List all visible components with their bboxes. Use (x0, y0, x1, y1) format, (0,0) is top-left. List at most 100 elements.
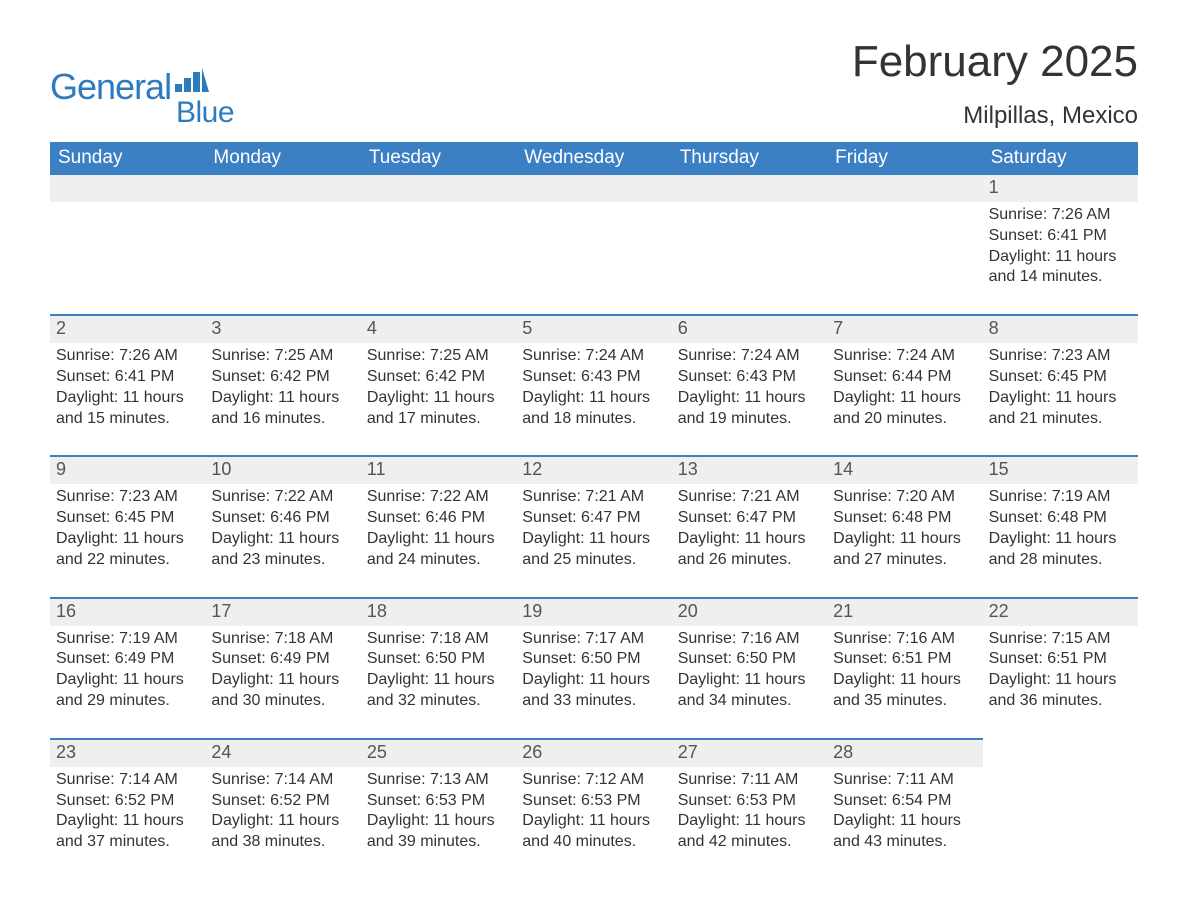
day-details: Sunrise: 7:14 AMSunset: 6:52 PMDaylight:… (205, 767, 360, 853)
week-row: 16Sunrise: 7:19 AMSunset: 6:49 PMDayligh… (50, 597, 1138, 738)
sunrise-text: Sunrise: 7:18 AM (211, 629, 354, 650)
day-cell: 21Sunrise: 7:16 AMSunset: 6:51 PMDayligh… (827, 597, 982, 738)
title-block: February 2025 Milpillas, Mexico (852, 40, 1138, 130)
sunrise-text: Sunrise: 7:16 AM (833, 629, 976, 650)
day-details: Sunrise: 7:13 AMSunset: 6:53 PMDaylight:… (361, 767, 516, 853)
day-details: Sunrise: 7:19 AMSunset: 6:48 PMDaylight:… (983, 484, 1138, 570)
sunset-text: Sunset: 6:42 PM (211, 367, 354, 388)
dow-tuesday: Tuesday (361, 142, 516, 175)
sunrise-text: Sunrise: 7:25 AM (367, 346, 510, 367)
sunrise-text: Sunrise: 7:19 AM (989, 487, 1132, 508)
header-row: General Blue February 2025 Milpillas, Me… (50, 40, 1138, 130)
day-cell: 28Sunrise: 7:11 AMSunset: 6:54 PMDayligh… (827, 738, 982, 879)
daylight-text: Daylight: 11 hours and 21 minutes. (989, 388, 1132, 430)
day-of-week-header: Sunday Monday Tuesday Wednesday Thursday… (50, 142, 1138, 175)
daylight-text: Daylight: 11 hours and 20 minutes. (833, 388, 976, 430)
day-details: Sunrise: 7:23 AMSunset: 6:45 PMDaylight:… (50, 484, 205, 570)
daylight-text: Daylight: 11 hours and 42 minutes. (678, 811, 821, 853)
daylight-text: Daylight: 11 hours and 16 minutes. (211, 388, 354, 430)
day-details: Sunrise: 7:24 AMSunset: 6:44 PMDaylight:… (827, 343, 982, 429)
daylight-text: Daylight: 11 hours and 32 minutes. (367, 670, 510, 712)
day-cell: 23Sunrise: 7:14 AMSunset: 6:52 PMDayligh… (50, 738, 205, 879)
daylight-text: Daylight: 11 hours and 26 minutes. (678, 529, 821, 571)
day-details: Sunrise: 7:14 AMSunset: 6:52 PMDaylight:… (50, 767, 205, 853)
day-details: Sunrise: 7:22 AMSunset: 6:46 PMDaylight:… (205, 484, 360, 570)
day-cell (361, 175, 516, 314)
day-number (205, 175, 360, 202)
sunset-text: Sunset: 6:50 PM (367, 649, 510, 670)
logo-word-blue: Blue (176, 96, 234, 130)
day-number: 24 (205, 738, 360, 767)
week-row: 1Sunrise: 7:26 AMSunset: 6:41 PMDaylight… (50, 175, 1138, 314)
dow-saturday: Saturday (983, 142, 1138, 175)
daylight-text: Daylight: 11 hours and 43 minutes. (833, 811, 976, 853)
day-number: 9 (50, 455, 205, 484)
day-number: 10 (205, 455, 360, 484)
sunset-text: Sunset: 6:44 PM (833, 367, 976, 388)
week-row: 23Sunrise: 7:14 AMSunset: 6:52 PMDayligh… (50, 738, 1138, 879)
day-number: 7 (827, 314, 982, 343)
day-number: 21 (827, 597, 982, 626)
logo-block: General Blue (50, 66, 234, 130)
day-cell (827, 175, 982, 314)
day-cell: 6Sunrise: 7:24 AMSunset: 6:43 PMDaylight… (672, 314, 827, 455)
sunset-text: Sunset: 6:47 PM (678, 508, 821, 529)
day-number: 2 (50, 314, 205, 343)
sunrise-text: Sunrise: 7:17 AM (522, 629, 665, 650)
sunset-text: Sunset: 6:53 PM (367, 791, 510, 812)
daylight-text: Daylight: 11 hours and 36 minutes. (989, 670, 1132, 712)
day-details: Sunrise: 7:25 AMSunset: 6:42 PMDaylight:… (361, 343, 516, 429)
day-details: Sunrise: 7:20 AMSunset: 6:48 PMDaylight:… (827, 484, 982, 570)
day-number: 22 (983, 597, 1138, 626)
day-details: Sunrise: 7:21 AMSunset: 6:47 PMDaylight:… (672, 484, 827, 570)
sunrise-text: Sunrise: 7:14 AM (56, 770, 199, 791)
sunset-text: Sunset: 6:48 PM (833, 508, 976, 529)
sunset-text: Sunset: 6:43 PM (522, 367, 665, 388)
day-details: Sunrise: 7:21 AMSunset: 6:47 PMDaylight:… (516, 484, 671, 570)
day-number: 18 (361, 597, 516, 626)
day-cell (516, 175, 671, 314)
day-details: Sunrise: 7:17 AMSunset: 6:50 PMDaylight:… (516, 626, 671, 712)
day-number (361, 175, 516, 202)
day-number: 11 (361, 455, 516, 484)
sunrise-text: Sunrise: 7:25 AM (211, 346, 354, 367)
calendar: Sunday Monday Tuesday Wednesday Thursday… (50, 142, 1138, 879)
day-details: Sunrise: 7:26 AMSunset: 6:41 PMDaylight:… (983, 202, 1138, 288)
sunset-text: Sunset: 6:50 PM (678, 649, 821, 670)
sunset-text: Sunset: 6:46 PM (367, 508, 510, 529)
sunset-text: Sunset: 6:53 PM (678, 791, 821, 812)
dow-monday: Monday (205, 142, 360, 175)
day-cell: 17Sunrise: 7:18 AMSunset: 6:49 PMDayligh… (205, 597, 360, 738)
sunrise-text: Sunrise: 7:18 AM (367, 629, 510, 650)
day-cell: 8Sunrise: 7:23 AMSunset: 6:45 PMDaylight… (983, 314, 1138, 455)
day-cell: 11Sunrise: 7:22 AMSunset: 6:46 PMDayligh… (361, 455, 516, 596)
sunset-text: Sunset: 6:45 PM (989, 367, 1132, 388)
day-number: 28 (827, 738, 982, 767)
week-row: 9Sunrise: 7:23 AMSunset: 6:45 PMDaylight… (50, 455, 1138, 596)
day-number: 23 (50, 738, 205, 767)
sunrise-text: Sunrise: 7:13 AM (367, 770, 510, 791)
daylight-text: Daylight: 11 hours and 39 minutes. (367, 811, 510, 853)
daylight-text: Daylight: 11 hours and 15 minutes. (56, 388, 199, 430)
day-cell: 14Sunrise: 7:20 AMSunset: 6:48 PMDayligh… (827, 455, 982, 596)
sunset-text: Sunset: 6:51 PM (989, 649, 1132, 670)
sunrise-text: Sunrise: 7:24 AM (522, 346, 665, 367)
day-number: 1 (983, 175, 1138, 202)
day-details: Sunrise: 7:23 AMSunset: 6:45 PMDaylight:… (983, 343, 1138, 429)
daylight-text: Daylight: 11 hours and 29 minutes. (56, 670, 199, 712)
day-cell: 25Sunrise: 7:13 AMSunset: 6:53 PMDayligh… (361, 738, 516, 879)
day-cell: 10Sunrise: 7:22 AMSunset: 6:46 PMDayligh… (205, 455, 360, 596)
day-cell: 7Sunrise: 7:24 AMSunset: 6:44 PMDaylight… (827, 314, 982, 455)
day-number: 19 (516, 597, 671, 626)
sunset-text: Sunset: 6:49 PM (56, 649, 199, 670)
logo-word-general: General (50, 66, 171, 108)
sunset-text: Sunset: 6:52 PM (56, 791, 199, 812)
sunset-text: Sunset: 6:41 PM (56, 367, 199, 388)
day-cell: 3Sunrise: 7:25 AMSunset: 6:42 PMDaylight… (205, 314, 360, 455)
page-title: February 2025 (852, 40, 1138, 84)
day-cell: 4Sunrise: 7:25 AMSunset: 6:42 PMDaylight… (361, 314, 516, 455)
day-cell: 19Sunrise: 7:17 AMSunset: 6:50 PMDayligh… (516, 597, 671, 738)
day-number: 6 (672, 314, 827, 343)
daylight-text: Daylight: 11 hours and 35 minutes. (833, 670, 976, 712)
day-cell: 2Sunrise: 7:26 AMSunset: 6:41 PMDaylight… (50, 314, 205, 455)
